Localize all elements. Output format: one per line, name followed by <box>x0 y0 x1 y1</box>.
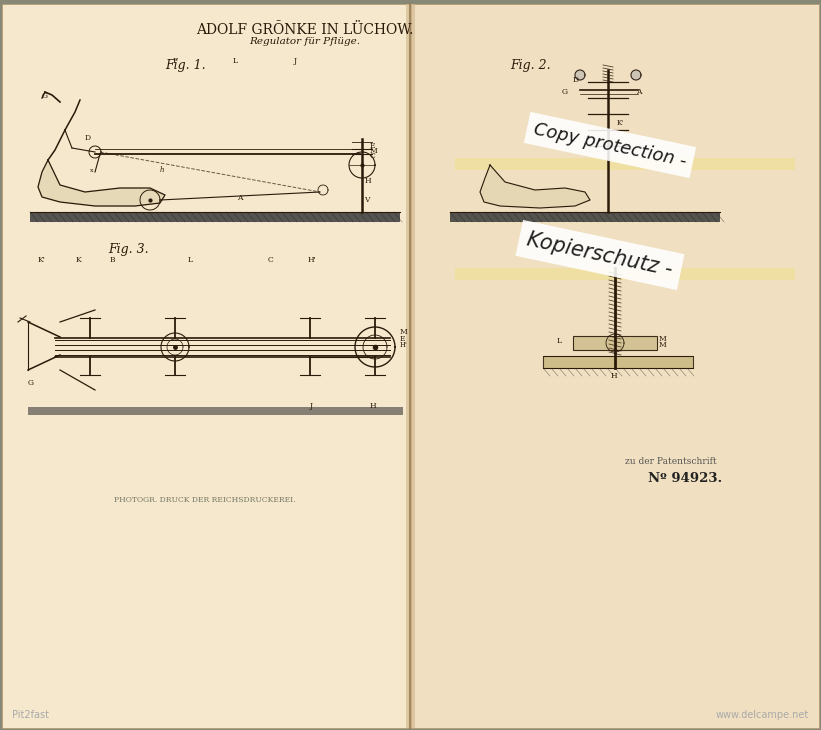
Bar <box>411 4 819 728</box>
Text: H: H <box>370 402 377 410</box>
Text: K': K' <box>38 256 46 264</box>
Bar <box>573 336 657 350</box>
Bar <box>455 268 795 280</box>
Text: Fig. 3.: Fig. 3. <box>108 244 149 256</box>
Text: zu der Patentschrift: zu der Patentschrift <box>625 458 717 466</box>
Text: D: D <box>85 134 91 142</box>
Text: L: L <box>187 256 192 264</box>
Text: K': K' <box>617 119 624 127</box>
Text: J: J <box>310 402 313 410</box>
Text: C: C <box>370 152 376 160</box>
Text: F: F <box>172 57 177 65</box>
Text: ADOLF GRŌNKE IN LÜCHOW.: ADOLF GRŌNKE IN LÜCHOW. <box>196 23 414 37</box>
Text: E': E' <box>618 259 626 267</box>
Bar <box>455 158 795 170</box>
Text: Copy protection -: Copy protection - <box>532 120 688 170</box>
Text: M: M <box>400 328 408 336</box>
Text: B: B <box>109 256 115 264</box>
Text: L: L <box>557 337 562 345</box>
Text: V: V <box>364 196 369 204</box>
Text: G: G <box>28 379 34 387</box>
Text: M: M <box>659 335 667 343</box>
Text: M: M <box>370 147 378 155</box>
Text: h: h <box>160 166 164 174</box>
Text: E: E <box>370 142 375 150</box>
Polygon shape <box>631 70 641 80</box>
Text: K: K <box>76 256 81 264</box>
Text: Regulator für Pflüge.: Regulator für Pflüge. <box>250 37 360 47</box>
Bar <box>30 212 400 222</box>
Polygon shape <box>575 70 585 80</box>
Text: Fig. 1.: Fig. 1. <box>165 58 205 72</box>
Text: D: D <box>573 76 579 84</box>
Text: L: L <box>232 57 237 65</box>
Polygon shape <box>38 160 165 206</box>
Text: H': H' <box>308 256 316 264</box>
Text: H: H <box>365 177 372 185</box>
Bar <box>543 356 693 368</box>
Text: G: G <box>42 92 48 100</box>
Text: E: E <box>400 335 406 343</box>
Bar <box>406 4 415 728</box>
Bar <box>450 212 720 222</box>
Text: M: M <box>659 341 667 349</box>
Text: PHOTOGR. DRUCK DER REICHSDRUCKEREI.: PHOTOGR. DRUCK DER REICHSDRUCKEREI. <box>114 496 296 504</box>
Bar <box>28 407 403 415</box>
Text: Kopierschutz -: Kopierschutz - <box>525 230 675 280</box>
Text: A: A <box>237 194 243 202</box>
Text: H': H' <box>400 341 408 349</box>
Text: A: A <box>636 88 641 96</box>
Text: J: J <box>293 57 296 65</box>
Text: Nº 94923.: Nº 94923. <box>648 472 722 485</box>
Text: C: C <box>267 256 273 264</box>
Polygon shape <box>480 165 590 208</box>
Text: x: x <box>90 168 94 173</box>
Text: Fig. 2.: Fig. 2. <box>510 58 551 72</box>
Bar <box>2 4 410 728</box>
Text: G: G <box>562 88 568 96</box>
Text: www.delcampe.net: www.delcampe.net <box>716 710 809 720</box>
Text: H: H <box>611 372 617 380</box>
Text: Pit2fast: Pit2fast <box>12 710 49 720</box>
